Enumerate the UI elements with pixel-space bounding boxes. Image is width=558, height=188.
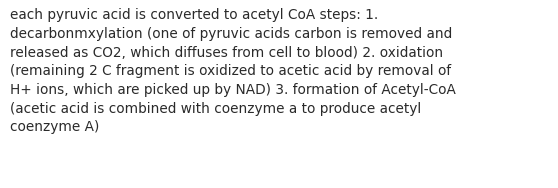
Text: each pyruvic acid is converted to acetyl CoA steps: 1.
decarbonmxylation (one of: each pyruvic acid is converted to acetyl…	[10, 8, 456, 134]
